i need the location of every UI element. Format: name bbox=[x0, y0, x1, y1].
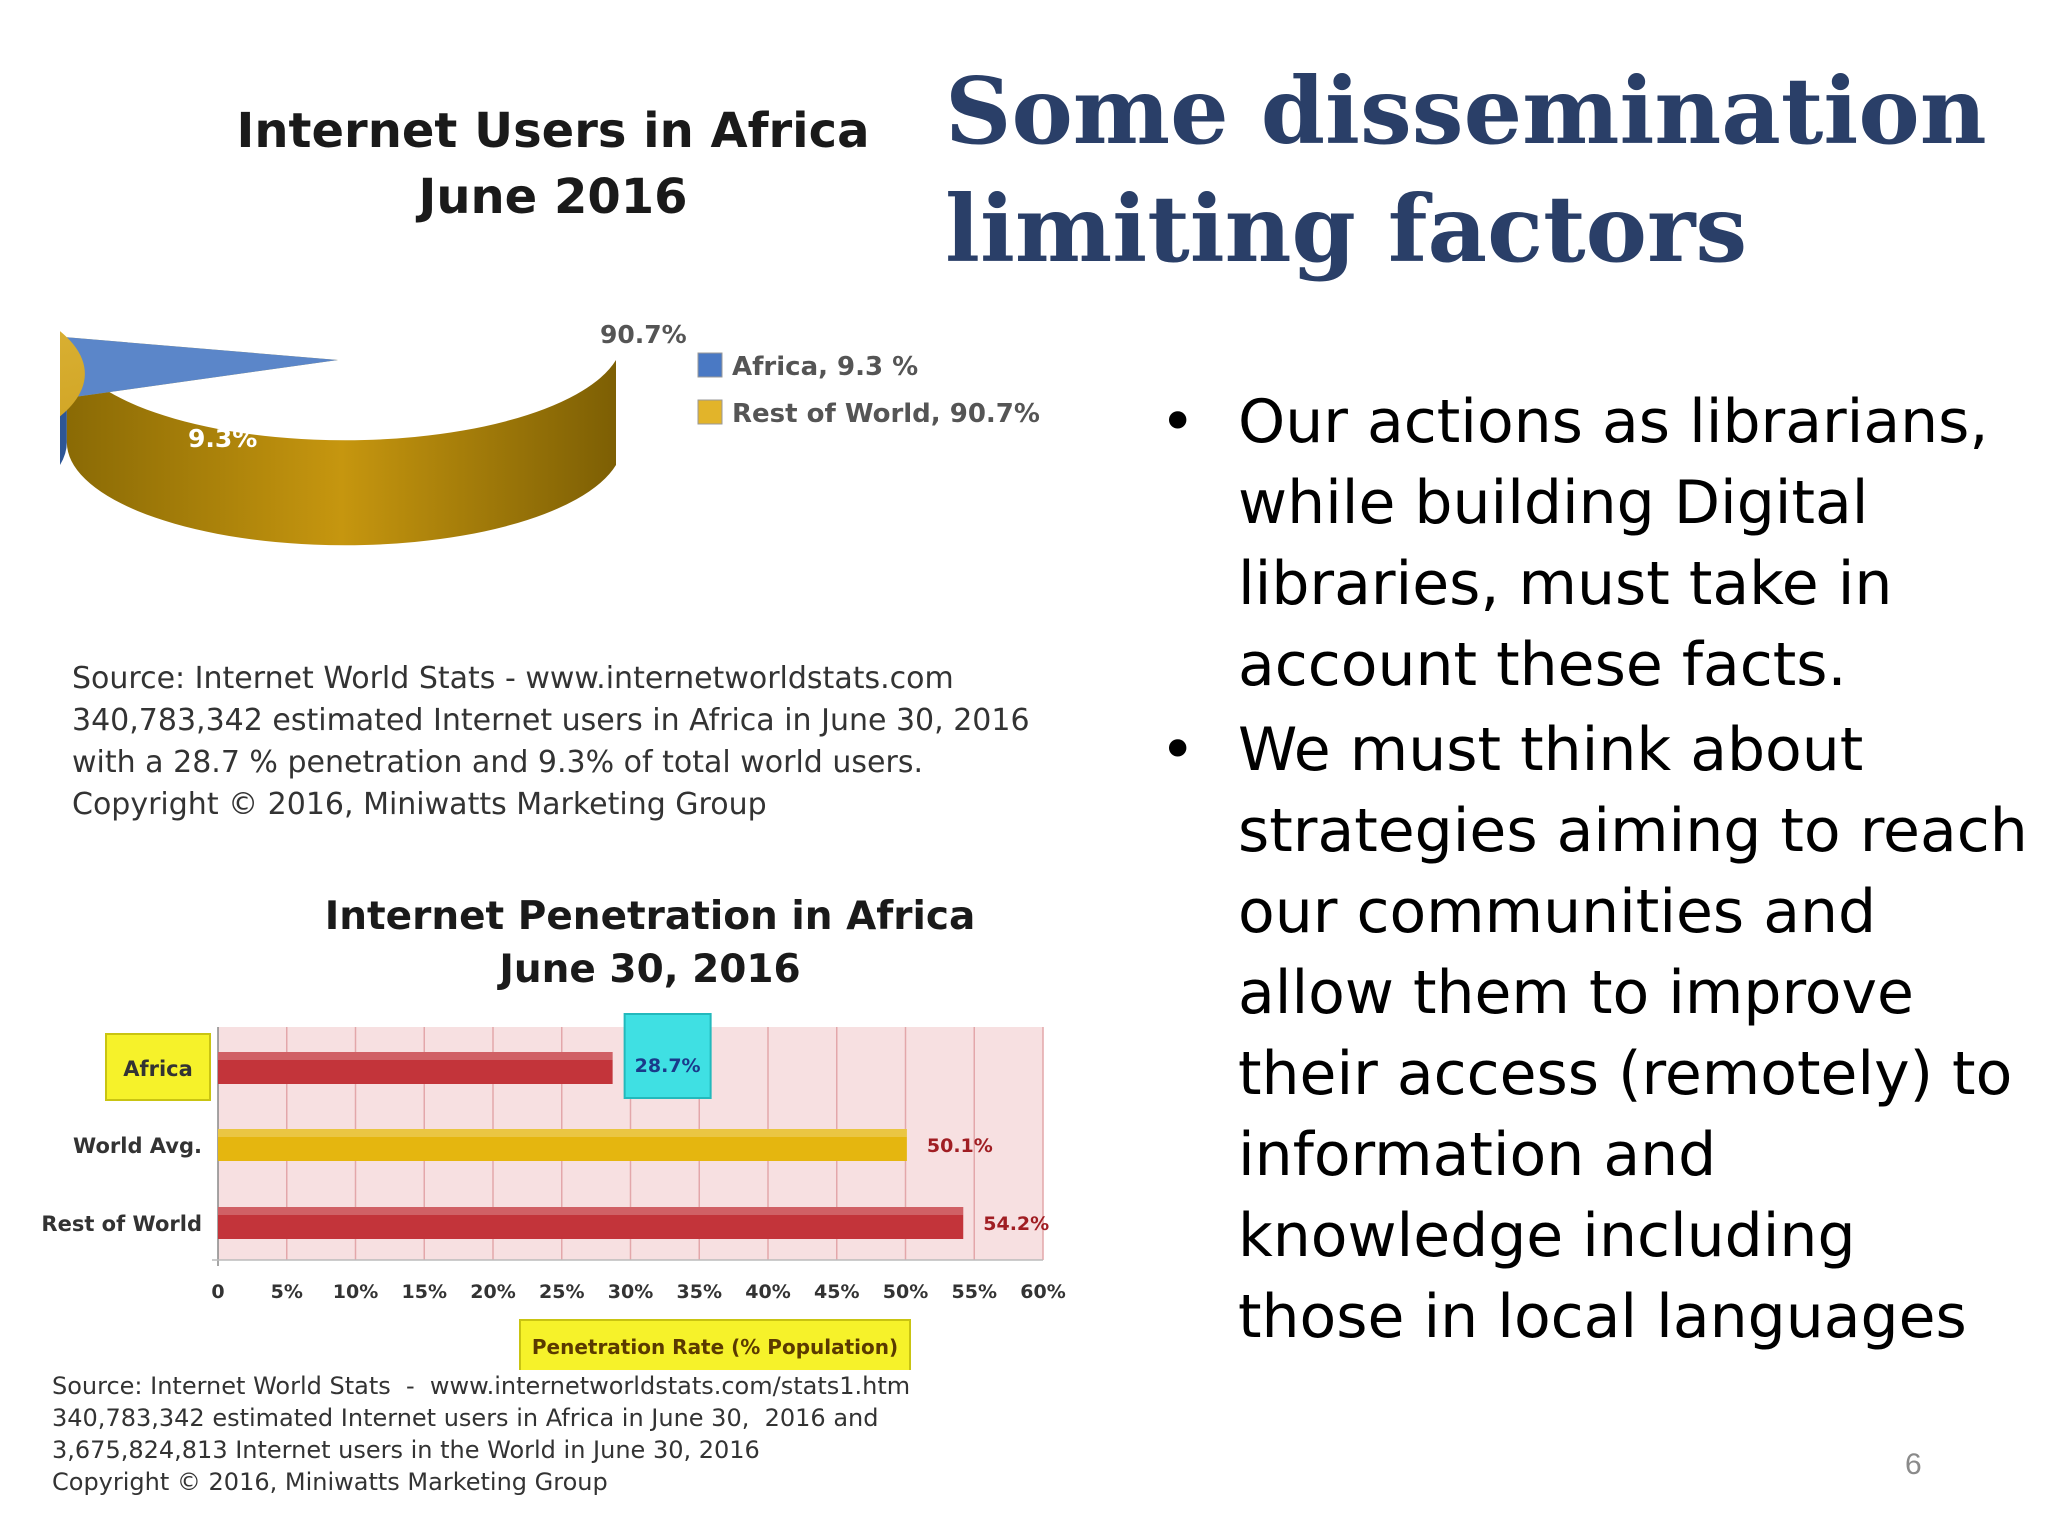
page-number: 6 bbox=[1905, 1448, 1922, 1481]
value-label: 50.1% bbox=[927, 1135, 993, 1157]
pie-label-rest: 90.7% bbox=[600, 320, 687, 349]
pie-source-line-1: Source: Internet World Stats - www.inter… bbox=[72, 661, 954, 696]
bar-source-line-1: Source: Internet World Stats - www.inter… bbox=[52, 1372, 911, 1400]
bar-highlight bbox=[218, 1052, 613, 1060]
category-label: Africa bbox=[123, 1057, 193, 1081]
bullet-item: • Our actions as librarians, while buildi… bbox=[1160, 382, 2040, 706]
value-highlight-africa bbox=[623, 1013, 712, 1099]
x-tick-label: 0 bbox=[211, 1281, 224, 1303]
legend-label-rest: Rest of World, 90.7% bbox=[732, 399, 1040, 429]
bar-source-line-2: 340,783,342 estimated Internet users in … bbox=[52, 1404, 879, 1432]
pie-slice-rest-side bbox=[66, 337, 617, 546]
bar-africa bbox=[218, 1052, 613, 1084]
bar-highlight bbox=[218, 1129, 907, 1137]
x-tick-label: 45% bbox=[814, 1281, 859, 1303]
pie-source-line-3: with a 28.7 % penetration and 9.3% of to… bbox=[72, 745, 923, 780]
x-tick-label: 55% bbox=[952, 1281, 997, 1303]
slide-title-line-1: Some dissemination bbox=[945, 57, 1987, 165]
pie-legend: Africa, 9.3 % Rest of World, 90.7% bbox=[697, 352, 1040, 429]
x-tick-label: 20% bbox=[470, 1281, 515, 1303]
x-tick-label: 30% bbox=[608, 1281, 653, 1303]
pie-title-line-2: June 2016 bbox=[418, 169, 688, 225]
category-label: World Avg. bbox=[73, 1134, 202, 1158]
bullet-dot-icon: • bbox=[1160, 715, 1196, 785]
x-tick-label: 40% bbox=[745, 1281, 790, 1303]
pie-chart-source: Source: Internet World Stats - www.inter… bbox=[72, 658, 1030, 826]
pie-slice-africa bbox=[66, 337, 339, 397]
bullet-text: Our actions as librarians, while buildin… bbox=[1238, 387, 1989, 700]
pie-source-line-2: 340,783,342 estimated Internet users in … bbox=[72, 703, 1030, 738]
bullet-item: • We must think about strategies aiming t… bbox=[1160, 710, 2040, 1358]
legend-swatch-africa bbox=[697, 352, 723, 378]
bar-title-line-2: June 30, 2016 bbox=[499, 947, 801, 992]
bullet-dot-icon: • bbox=[1160, 387, 1196, 457]
bar-source-line-3: 3,675,824,813 Internet users in the Worl… bbox=[52, 1436, 760, 1464]
bullet-list: • Our actions as librarians, while buildi… bbox=[1160, 382, 2040, 1362]
bar-rest-of-world bbox=[218, 1207, 964, 1239]
x-tick-label: 15% bbox=[402, 1281, 447, 1303]
pie-chart: 9.3% 90.7% Africa, 9.3 % Rest of World, 90… bbox=[60, 320, 1040, 546]
bullet-text: We must think about strategies aiming to… bbox=[1238, 715, 2028, 1352]
pie-title-line-1: Internet Users in Africa bbox=[236, 103, 870, 159]
legend-swatch-rest bbox=[697, 399, 723, 425]
category-highlight-africa bbox=[105, 1033, 211, 1101]
bar-highlight bbox=[218, 1207, 964, 1215]
bar-world-avg bbox=[218, 1129, 907, 1161]
x-tick-label: 5% bbox=[271, 1281, 303, 1303]
category-label: Rest of World bbox=[41, 1212, 202, 1236]
value-label: 54.2% bbox=[983, 1213, 1049, 1235]
legend-label-africa: Africa, 9.3 % bbox=[732, 352, 918, 382]
bar-title-line-1: Internet Penetration in Africa bbox=[324, 894, 976, 939]
bar-chart: 0 5% 10% 15% 20% 25% 30% 35% 40% 45% 50% 55% 60% Afri… bbox=[41, 1013, 1066, 1370]
pie-chart-title: Internet Users in Africa June 2016 bbox=[150, 98, 956, 230]
bar-source-line-4: Copyright © 2016, Miniwatts Marketing Gr… bbox=[52, 1468, 608, 1496]
pie-label-africa: 9.3% bbox=[188, 424, 257, 453]
bar-chart-source: Source: Internet World Stats - www.inter… bbox=[52, 1370, 910, 1498]
x-tick-label: 35% bbox=[677, 1281, 722, 1303]
value-label: 28.7% bbox=[635, 1055, 701, 1077]
x-axis-label-box bbox=[519, 1319, 911, 1370]
x-tick-label: 10% bbox=[333, 1281, 378, 1303]
x-tick-label: 60% bbox=[1020, 1281, 1065, 1303]
pie-graphic: 9.3% 90.7% bbox=[60, 320, 687, 546]
x-tick-label: 25% bbox=[539, 1281, 584, 1303]
slide-title-line-2: limiting factors bbox=[945, 175, 1748, 283]
bar-chart-title: Internet Penetration in Africa June 30, … bbox=[300, 890, 1000, 996]
x-axis-label: Penetration Rate (% Population) bbox=[532, 1335, 898, 1359]
pie-source-line-4: Copyright © 2016, Miniwatts Marketing Gr… bbox=[72, 787, 767, 822]
slide-title: Some dissemination limiting factors bbox=[945, 52, 2035, 288]
x-tick-label: 50% bbox=[883, 1281, 928, 1303]
